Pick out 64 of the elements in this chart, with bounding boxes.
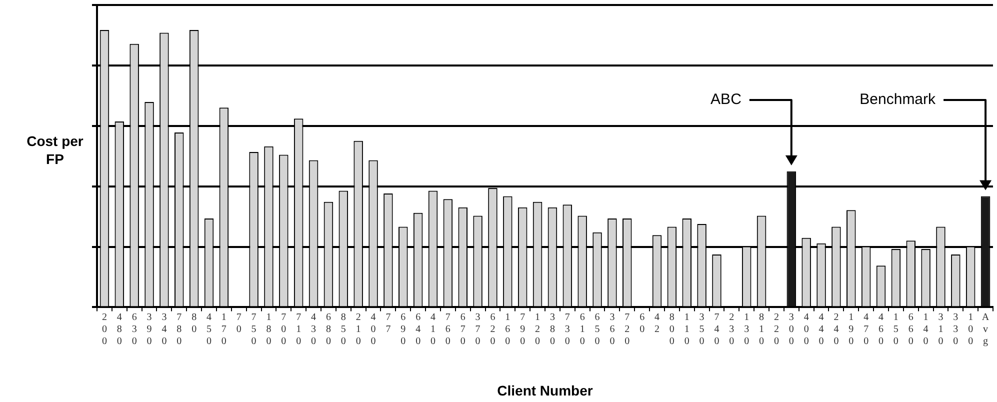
x-tick-label: 660 [908, 312, 914, 347]
x-tick-label: 390 [146, 312, 152, 347]
x-tick-label: 630 [132, 312, 137, 347]
x-tick-label: 230 [729, 312, 734, 347]
x-tick-label: 330 [953, 312, 958, 347]
x-tick-label: 740 [714, 312, 720, 347]
x-tick-label: 610 [580, 312, 585, 347]
x-tick-label: 750 [251, 312, 256, 347]
x-tick-label: 180 [266, 312, 272, 347]
x-tick-label: 670 [460, 312, 466, 347]
x-tick-label: 650 [594, 312, 600, 347]
x-tick-label: 760 [445, 312, 450, 347]
annotation: ABC [710, 91, 742, 108]
x-tick-label: 730 [564, 312, 570, 347]
x-tick-label: 340 [162, 312, 167, 347]
x-tick-label: 110 [684, 312, 690, 347]
x-axis-title: Client Number [497, 382, 594, 398]
x-tick-label: 370 [475, 312, 480, 347]
x-tick-label: 480 [116, 312, 122, 347]
x-tick-label: 380 [550, 312, 555, 347]
x-tick-label: 680 [326, 312, 331, 347]
x-tick-label: 710 [296, 312, 302, 347]
x-tick-label: 810 [759, 312, 764, 347]
x-tick-label: 100 [968, 312, 974, 347]
x-tick-label: 850 [340, 312, 346, 347]
x-tick-label: 400 [370, 312, 376, 347]
x-tick-label: 690 [400, 312, 406, 347]
x-tick-label: 450 [206, 312, 212, 347]
x-tick-label: 77 [386, 312, 391, 335]
x-tick-label: Avg [982, 312, 990, 347]
x-tick-label: 190 [848, 312, 854, 347]
x-tick-label: 620 [490, 312, 496, 347]
x-tick-label: 640 [416, 312, 421, 347]
x-tick-label: 310 [938, 312, 944, 347]
x-tick-label: 410 [430, 312, 436, 347]
x-tick-label: 400 [804, 312, 809, 347]
x-tick-label: 210 [356, 312, 361, 347]
x-tick-label: 700 [281, 312, 286, 347]
x-tick-label: 60 [640, 312, 645, 335]
x-tick-label: 300 [788, 312, 794, 347]
x-tick-label: 150 [893, 312, 898, 347]
x-tick-label: 800 [669, 312, 674, 347]
x-tick-label: 80 [192, 312, 197, 335]
x-tick-label: 130 [744, 312, 750, 347]
x-tick-label: 440 [818, 312, 824, 347]
x-tick-label: 160 [505, 312, 510, 347]
x-tick-label: 430 [311, 312, 316, 347]
x-tick-label: 170 [221, 312, 226, 347]
y-axis-title: Cost per FP [26, 132, 84, 168]
x-tick-label: 42 [654, 312, 660, 335]
annotation: Benchmark [860, 91, 936, 108]
x-tick-label: 140 [923, 312, 928, 347]
x-tick-label: 200 [102, 312, 107, 347]
x-tick-label: 120 [535, 312, 540, 347]
x-tick-label: 360 [610, 312, 615, 347]
x-tick-label: 470 [864, 312, 869, 347]
x-tick-label: 220 [774, 312, 779, 347]
x-tick-label: 780 [176, 312, 182, 347]
x-tick-label: 350 [699, 312, 704, 347]
x-tick-label: 790 [520, 312, 526, 347]
x-tick-label: 460 [878, 312, 884, 347]
x-tick-label: 240 [834, 312, 839, 347]
x-tick-label: 720 [624, 312, 630, 347]
x-tick-label: 70 [236, 312, 242, 335]
